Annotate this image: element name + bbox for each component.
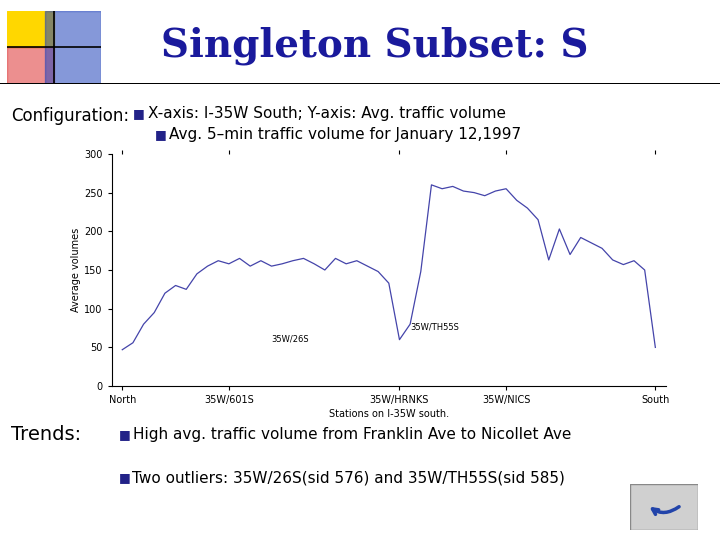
Text: Configuration:: Configuration: [11, 107, 129, 125]
X-axis label: Stations on I-35W south.: Stations on I-35W south. [329, 409, 449, 419]
Y-axis label: Average volumes: Average volumes [71, 228, 81, 312]
Bar [45, 11, 101, 84]
Text: Two outliers: 35W/26S(sid 576) and 35W/TH55S(sid 585): Two outliers: 35W/26S(sid 576) and 35W/T… [132, 470, 564, 485]
Text: 35W/26S: 35W/26S [271, 335, 309, 344]
Bar [7, 47, 54, 84]
Text: High avg. traffic volume from Franklin Ave to Nicollet Ave: High avg. traffic volume from Franklin A… [133, 427, 572, 442]
Text: X-axis: I-35W South; Y-axis: Avg. traffic volume: X-axis: I-35W South; Y-axis: Avg. traffi… [148, 106, 505, 121]
Text: 35W/TH55S: 35W/TH55S [410, 322, 459, 332]
Text: ■: ■ [119, 428, 130, 441]
Text: ■: ■ [155, 129, 166, 141]
Bar [7, 11, 54, 47]
Text: Trends:: Trends: [11, 425, 81, 444]
Text: ■: ■ [133, 107, 145, 120]
Text: ■: ■ [119, 471, 130, 484]
Text: Singleton Subset: S: Singleton Subset: S [161, 26, 588, 65]
Text: Avg. 5–min traffic volume for January 12,1997: Avg. 5–min traffic volume for January 12… [169, 127, 521, 143]
